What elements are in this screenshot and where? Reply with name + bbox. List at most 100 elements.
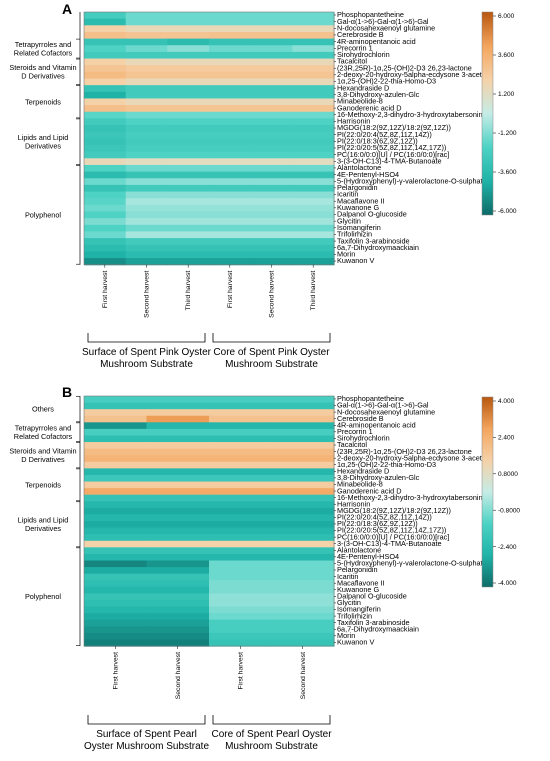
heatmap-cell <box>292 184 335 193</box>
row-label: Sirohydrochlorin <box>337 50 390 59</box>
heatmap-cell <box>125 145 168 153</box>
heatmap-cell <box>146 488 210 496</box>
heatmap-cell <box>209 540 273 548</box>
heatmap-cell <box>146 481 210 489</box>
heatmap-cell <box>146 521 210 529</box>
row-label: Kuwanon V <box>337 256 374 265</box>
row-label: (23R,25R)-1α,25-(OH)2-D3 26,23-lactone <box>337 63 472 72</box>
heatmap-cell <box>84 474 148 483</box>
heatmap-cell <box>84 45 127 53</box>
heatmap-cell <box>209 474 273 483</box>
heatmap-cell <box>250 31 293 40</box>
heatmap-cell <box>125 211 168 219</box>
heatmap-cell <box>84 560 148 568</box>
heatmap-cell <box>209 448 273 456</box>
heatmap-cell <box>84 521 148 529</box>
heatmap-cell <box>84 224 127 233</box>
heatmap-cell <box>84 435 148 443</box>
heatmap-panel-B: B PhosphopantetheineGal-α(1->6)-Gal-α(1->… <box>9 384 520 752</box>
heatmap-cell <box>271 560 335 568</box>
heatmap-cell <box>292 138 335 146</box>
heatmap-cell <box>146 560 210 568</box>
heatmap-cell <box>209 238 252 246</box>
colorbar-tick-label: -3.600 <box>498 169 517 176</box>
row-label: Gal-α(1->6)-Gal-α(1->6)-Gal <box>337 17 429 26</box>
heatmap-cell <box>84 38 127 46</box>
heatmap-cell <box>84 218 127 226</box>
heatmap-cell <box>84 85 127 93</box>
heatmap-cell <box>84 178 127 186</box>
heatmap-cell <box>271 586 335 594</box>
row-group-label-line: Steroids and Vitamin <box>9 447 76 456</box>
heatmap-cell <box>209 534 273 542</box>
heatmap-cell <box>84 98 127 106</box>
heatmap-cell <box>209 184 252 193</box>
heatmap-cell <box>146 567 210 575</box>
heatmap-cell <box>292 98 335 106</box>
heatmap-cell <box>271 599 335 608</box>
heatmap-cell <box>125 244 168 252</box>
heatmap-cell <box>292 38 335 46</box>
column-group-label: Surface of Spent Pink Oyster Mushroom Sub… <box>82 347 212 370</box>
heatmap-cell <box>84 151 127 159</box>
row-label: Pelargonidin <box>337 565 378 574</box>
heatmap-cell <box>125 231 168 239</box>
heatmap-cell <box>125 151 168 159</box>
heatmap-cell <box>84 118 127 126</box>
row-group-label: Tetrapyrroles and Related Cofactors <box>14 40 73 57</box>
heatmap-cell <box>125 105 168 113</box>
heatmap-cell <box>271 488 335 496</box>
heatmap-cell <box>292 91 335 100</box>
heatmap-cell <box>146 494 210 502</box>
heatmap-cell <box>292 78 335 86</box>
heatmap-cell <box>292 105 335 113</box>
row-label: Ganoderenic acid D <box>337 103 402 112</box>
heatmap-cell <box>84 211 127 219</box>
heatmap-cell <box>84 534 148 542</box>
row-label: 4R-aminopentanoic acid <box>337 37 416 46</box>
heatmap-cell <box>84 145 127 153</box>
row-label: Sirohydrochlorin <box>337 434 390 443</box>
heatmap-cell <box>84 448 148 456</box>
heatmap-cell <box>271 632 335 641</box>
heatmap-cell <box>209 258 252 266</box>
row-group-label: Lipids and Lipid Derivatives <box>18 516 69 533</box>
heatmap-cell <box>250 71 293 80</box>
row-label: Precorrin 1 <box>337 43 373 52</box>
heatmap-cell <box>84 65 127 73</box>
colorbar-tick-label: 0.8000 <box>498 471 518 478</box>
heatmap-cell <box>84 238 127 246</box>
row-group-label-line: Derivatives <box>25 141 61 150</box>
colorbar-tick-label: 6.000 <box>498 13 515 20</box>
heatmap-cell <box>271 474 335 483</box>
heatmap-cell <box>146 461 210 469</box>
heatmap-cell <box>125 238 168 246</box>
heatmap-cell <box>250 12 293 20</box>
heatmap-cell <box>292 145 335 153</box>
heatmap-cell <box>167 178 210 186</box>
heatmap-cell <box>271 415 335 423</box>
heatmap-cell <box>271 527 335 535</box>
heatmap-cell <box>84 527 148 535</box>
heatmap-cell <box>250 151 293 159</box>
row-group-label-line: Derivatives <box>25 524 61 533</box>
column-group-label-line: Mushroom Substrate <box>225 741 318 752</box>
heatmap-cell <box>209 244 252 252</box>
heatmap-cell <box>84 639 148 647</box>
heatmap-cell <box>250 111 293 119</box>
row-label: 2-deoxy-20-hydroxy-5alpha-ecdysone 3-ace… <box>337 70 492 79</box>
heatmap-cell <box>167 244 210 252</box>
heatmap-cell <box>167 65 210 73</box>
row-label: PI(22:0/20:4(5Z,8Z,11Z,14Z)) <box>337 513 432 522</box>
heatmap-cell <box>209 45 252 53</box>
heatmap-cell <box>271 455 335 463</box>
row-label: 5-(Hydroxyphenyl)-γ-valerolactone-O-sulp… <box>337 176 487 185</box>
heatmap-cell <box>250 171 293 179</box>
heatmap-cell <box>84 125 127 133</box>
row-label: Kuwanone G <box>337 585 380 594</box>
heatmap-cell <box>146 448 210 456</box>
row-label: 1α,25-(OH)2-22-thia-Homo-D3 <box>337 460 436 469</box>
heatmap-cell <box>250 125 293 133</box>
column-group-label-line: Mushroom Substrate <box>225 359 318 370</box>
